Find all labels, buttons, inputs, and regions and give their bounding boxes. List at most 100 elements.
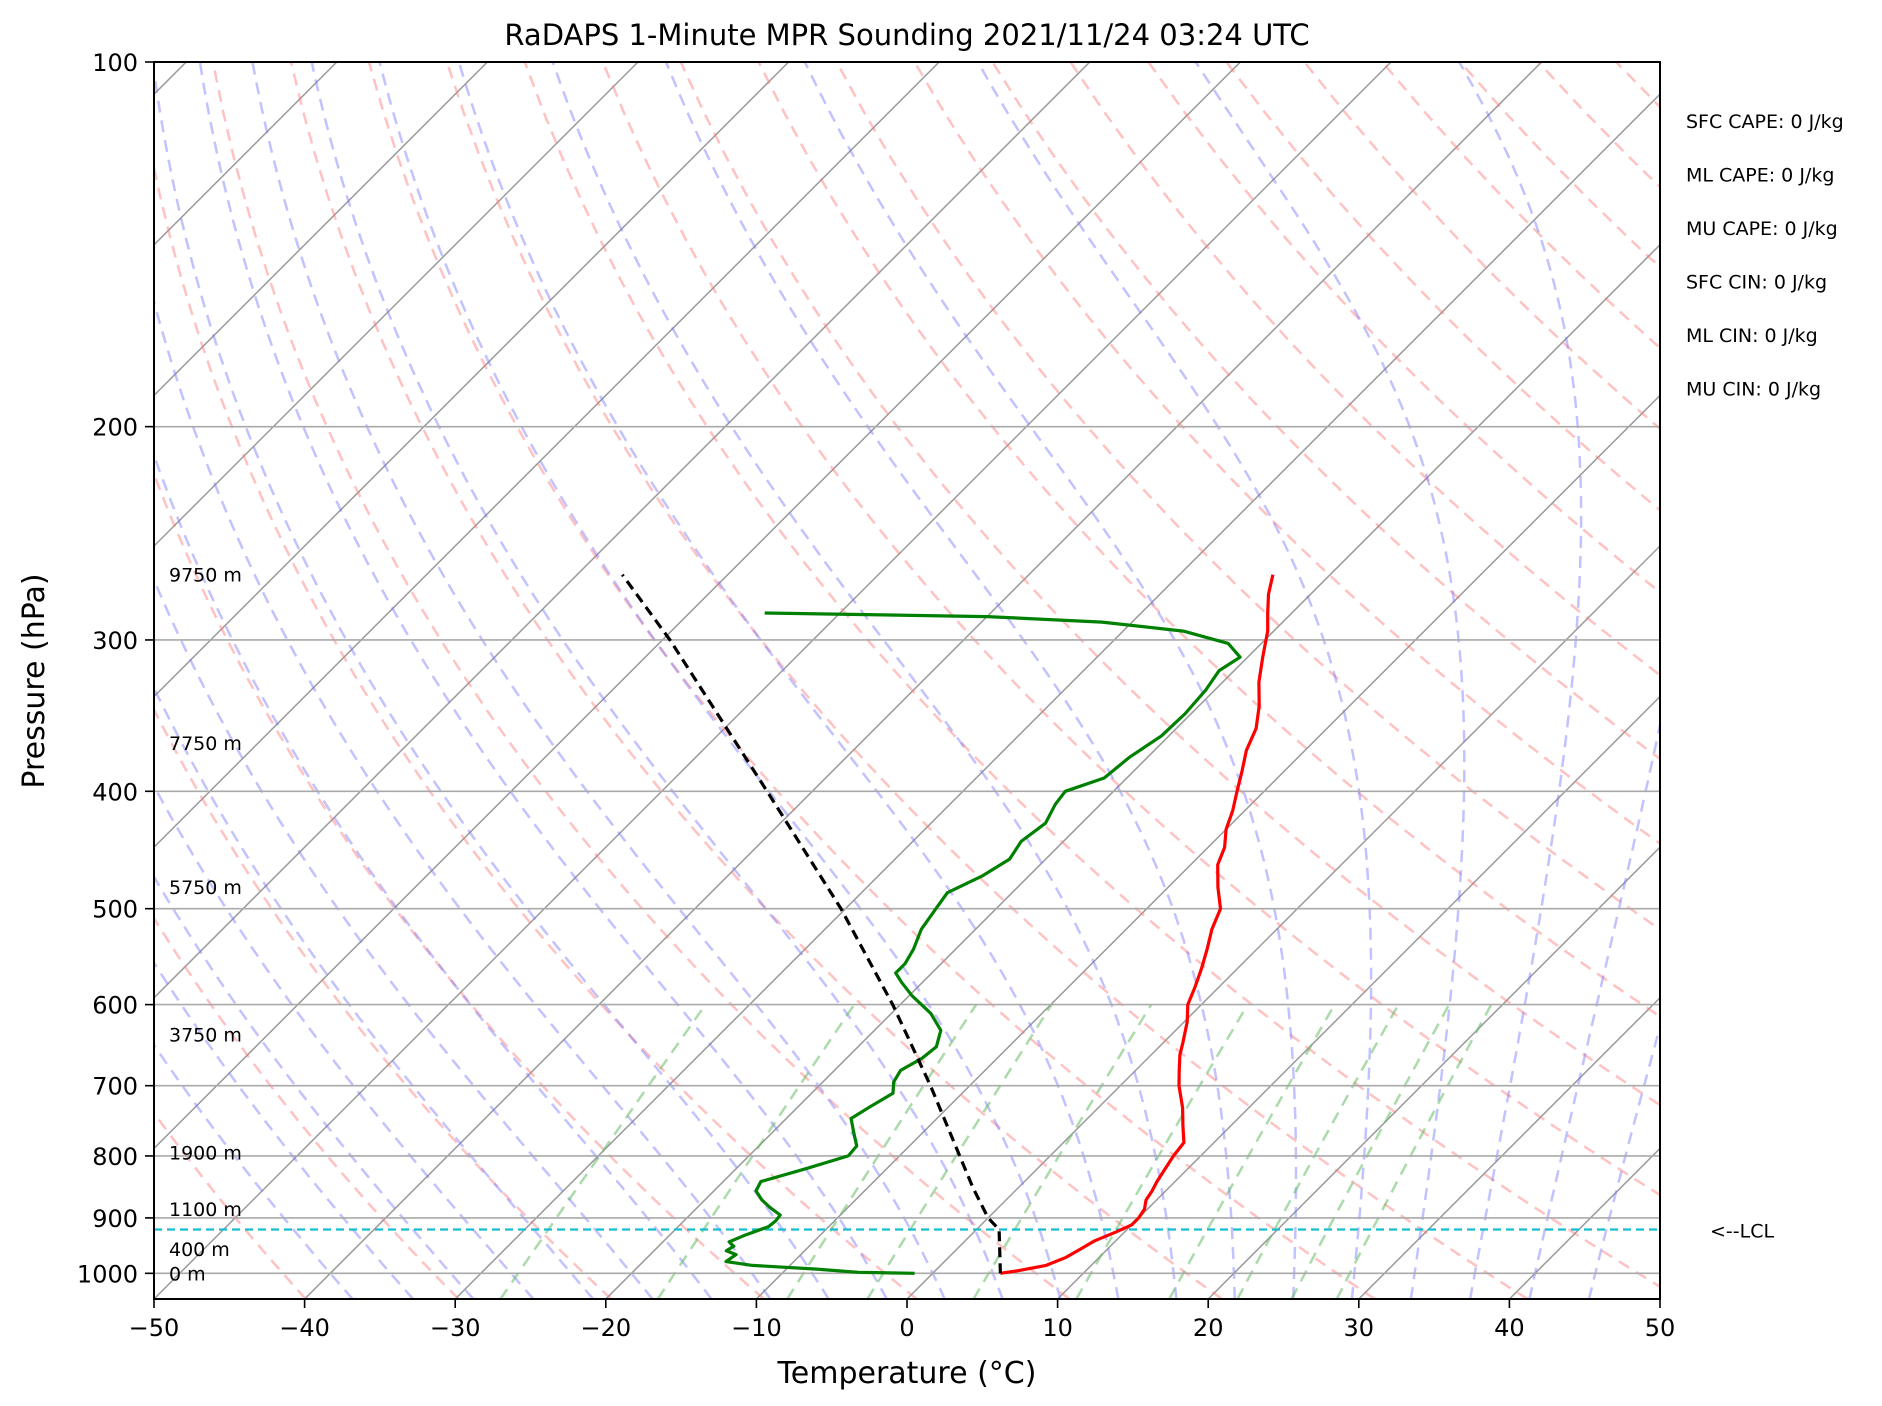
- moist-adiabat-line: [198, 62, 888, 1299]
- isotherm-line: [304, 62, 1543, 1299]
- dry-adiabat-line: [757, 62, 1660, 1018]
- isotherm-line: [1508, 1147, 1660, 1299]
- dry-adiabat-line: [1147, 62, 1660, 594]
- x-tick-label: 10: [1042, 1314, 1073, 1342]
- isobar-grid: [154, 61, 1660, 1275]
- moist-adiabat-line: [310, 62, 1004, 1299]
- lcl-label: <--LCL: [1710, 1220, 1774, 1242]
- height-label: 1100 m: [169, 1199, 242, 1221]
- mixing-ratio-line: [1290, 1003, 1451, 1299]
- dry-adiabat-line: [154, 915, 460, 1299]
- x-tick-label: −50: [129, 1314, 180, 1342]
- sounding-series: [621, 573, 1275, 1275]
- dry-adiabat-line: [1537, 62, 1660, 189]
- mixing-ratio-line: [1168, 1003, 1336, 1299]
- y-tick-label: 500: [92, 896, 138, 924]
- x-tick-label: 20: [1193, 1314, 1224, 1342]
- stability-index-label: MU CIN: 0 J/kg: [1686, 379, 1821, 401]
- x-tick-label: 30: [1344, 1314, 1375, 1342]
- isotherm-line: [154, 62, 488, 397]
- x-tick-label: 50: [1645, 1314, 1676, 1342]
- isotherm-line: [1057, 695, 1660, 1299]
- moist-adiabat-line: [976, 62, 1373, 1299]
- y-tick-label: 1000: [77, 1260, 138, 1288]
- y-tick-label: 800: [92, 1143, 138, 1171]
- y-tick-label: 600: [92, 992, 138, 1020]
- y-tick-label: 700: [92, 1073, 138, 1101]
- height-label: 1900 m: [169, 1143, 242, 1165]
- isotherm-line: [906, 544, 1660, 1299]
- isotherm-line: [154, 62, 940, 849]
- height-label: 5750 m: [169, 877, 242, 899]
- moist-adiabat-line: [1528, 719, 1660, 1299]
- y-axis-ticks: 100 200 300 400 500 600 700 800 900 1000: [77, 49, 154, 1288]
- moist-adiabat-line: [1587, 1022, 1660, 1299]
- y-tick-label: 200: [92, 414, 138, 442]
- mixing-ratio-line: [866, 1003, 1053, 1299]
- stability-index-label: SFC CIN: 0 J/kg: [1686, 272, 1827, 294]
- dry-adiabat-line: [835, 62, 1660, 931]
- dewpoint-line: [724, 611, 1242, 1275]
- x-axis-ticks: −50 −40 −30 −20 −10 0 10 20 30 40 50: [129, 1299, 1676, 1342]
- isotherm-line: [154, 62, 1241, 1150]
- mixing-ratio-line: [1335, 1004, 1493, 1299]
- x-tick-label: −30: [430, 1314, 481, 1342]
- dry-adiabat-line: [367, 62, 1376, 1299]
- stability-indices: SFC CAPE: 0 J/kg ML CAPE: 0 J/kg MU CAPE: …: [1686, 111, 1844, 401]
- isotherm-line: [154, 62, 790, 698]
- stability-index-label: MU CAPE: 0 J/kg: [1686, 218, 1838, 240]
- moist-adiabat-line: [664, 62, 1236, 1299]
- y-tick-label: 900: [92, 1205, 138, 1233]
- stability-index-label: ML CAPE: 0 J/kg: [1686, 165, 1834, 187]
- mixing-ratio-line: [1236, 1003, 1400, 1299]
- height-label: 9750 m: [169, 565, 242, 587]
- isotherm-line: [755, 394, 1660, 1299]
- mixing-ratio-line: [972, 1003, 1153, 1299]
- dry-adiabat-line: [913, 62, 1660, 846]
- isotherm-line: [605, 243, 1660, 1299]
- lcl-marker: <--LCL: [154, 1220, 1774, 1242]
- moist-adiabat-line: [154, 783, 535, 1299]
- stability-index-label: SFC CAPE: 0 J/kg: [1686, 111, 1844, 133]
- isotherm-line: [1358, 996, 1660, 1299]
- height-label: 400 m: [169, 1239, 230, 1261]
- moist-adiabat-line: [1194, 62, 1466, 1299]
- moist-adiabat-line: [1458, 62, 1583, 1299]
- moist-adiabat-line: [803, 62, 1298, 1299]
- dry-adiabat-line: [1459, 62, 1660, 269]
- isotherm-line: [154, 62, 1091, 999]
- dry-adiabat-line: [1772, 62, 1882, 1299]
- height-label: 7750 m: [169, 733, 242, 755]
- moist-adiabat-line: [457, 62, 1120, 1299]
- moist-adiabat-line: [154, 62, 830, 1299]
- mixing-ratio-line: [1075, 1003, 1249, 1299]
- moist-adiabat-line: [154, 960, 415, 1299]
- height-labels: 9750 m 7750 m 5750 m 3750 m 1900 m 1100 m 400 …: [169, 565, 242, 1286]
- moist-adiabat-line: [154, 874, 475, 1299]
- height-label: 0 m: [169, 1263, 206, 1285]
- dry-adiabat-line: [154, 706, 613, 1299]
- moist-adiabat-line: [378, 62, 1062, 1299]
- x-tick-label: −20: [580, 1314, 631, 1342]
- x-axis-label: Temperature (°C): [777, 1356, 1037, 1391]
- x-tick-label: 0: [899, 1314, 914, 1342]
- dry-adiabat-line: [154, 470, 765, 1299]
- y-axis-label: Pressure (hPa): [17, 573, 52, 788]
- dry-adiabat-line: [289, 62, 1223, 1299]
- dry-adiabat-line: [523, 62, 1660, 1289]
- y-tick-label: 100: [92, 49, 138, 77]
- x-tick-label: −40: [279, 1314, 330, 1342]
- isotherm-line: [1811, 62, 1882, 1299]
- moist-adiabat-line: [551, 62, 1178, 1299]
- dry-adiabat-line: [679, 62, 1660, 1107]
- dry-adiabat-line: [211, 62, 1071, 1299]
- moist-adiabat-line: [251, 62, 946, 1299]
- temperature-line: [1000, 574, 1275, 1275]
- isotherm-line: [1207, 846, 1660, 1299]
- reference-lines: [154, 62, 1882, 1299]
- y-tick-label: 300: [92, 627, 138, 655]
- moist-adiabat-line: [154, 685, 595, 1299]
- dry-adiabat-line: [601, 62, 1660, 1197]
- stability-index-label: ML CIN: 0 J/kg: [1686, 325, 1818, 347]
